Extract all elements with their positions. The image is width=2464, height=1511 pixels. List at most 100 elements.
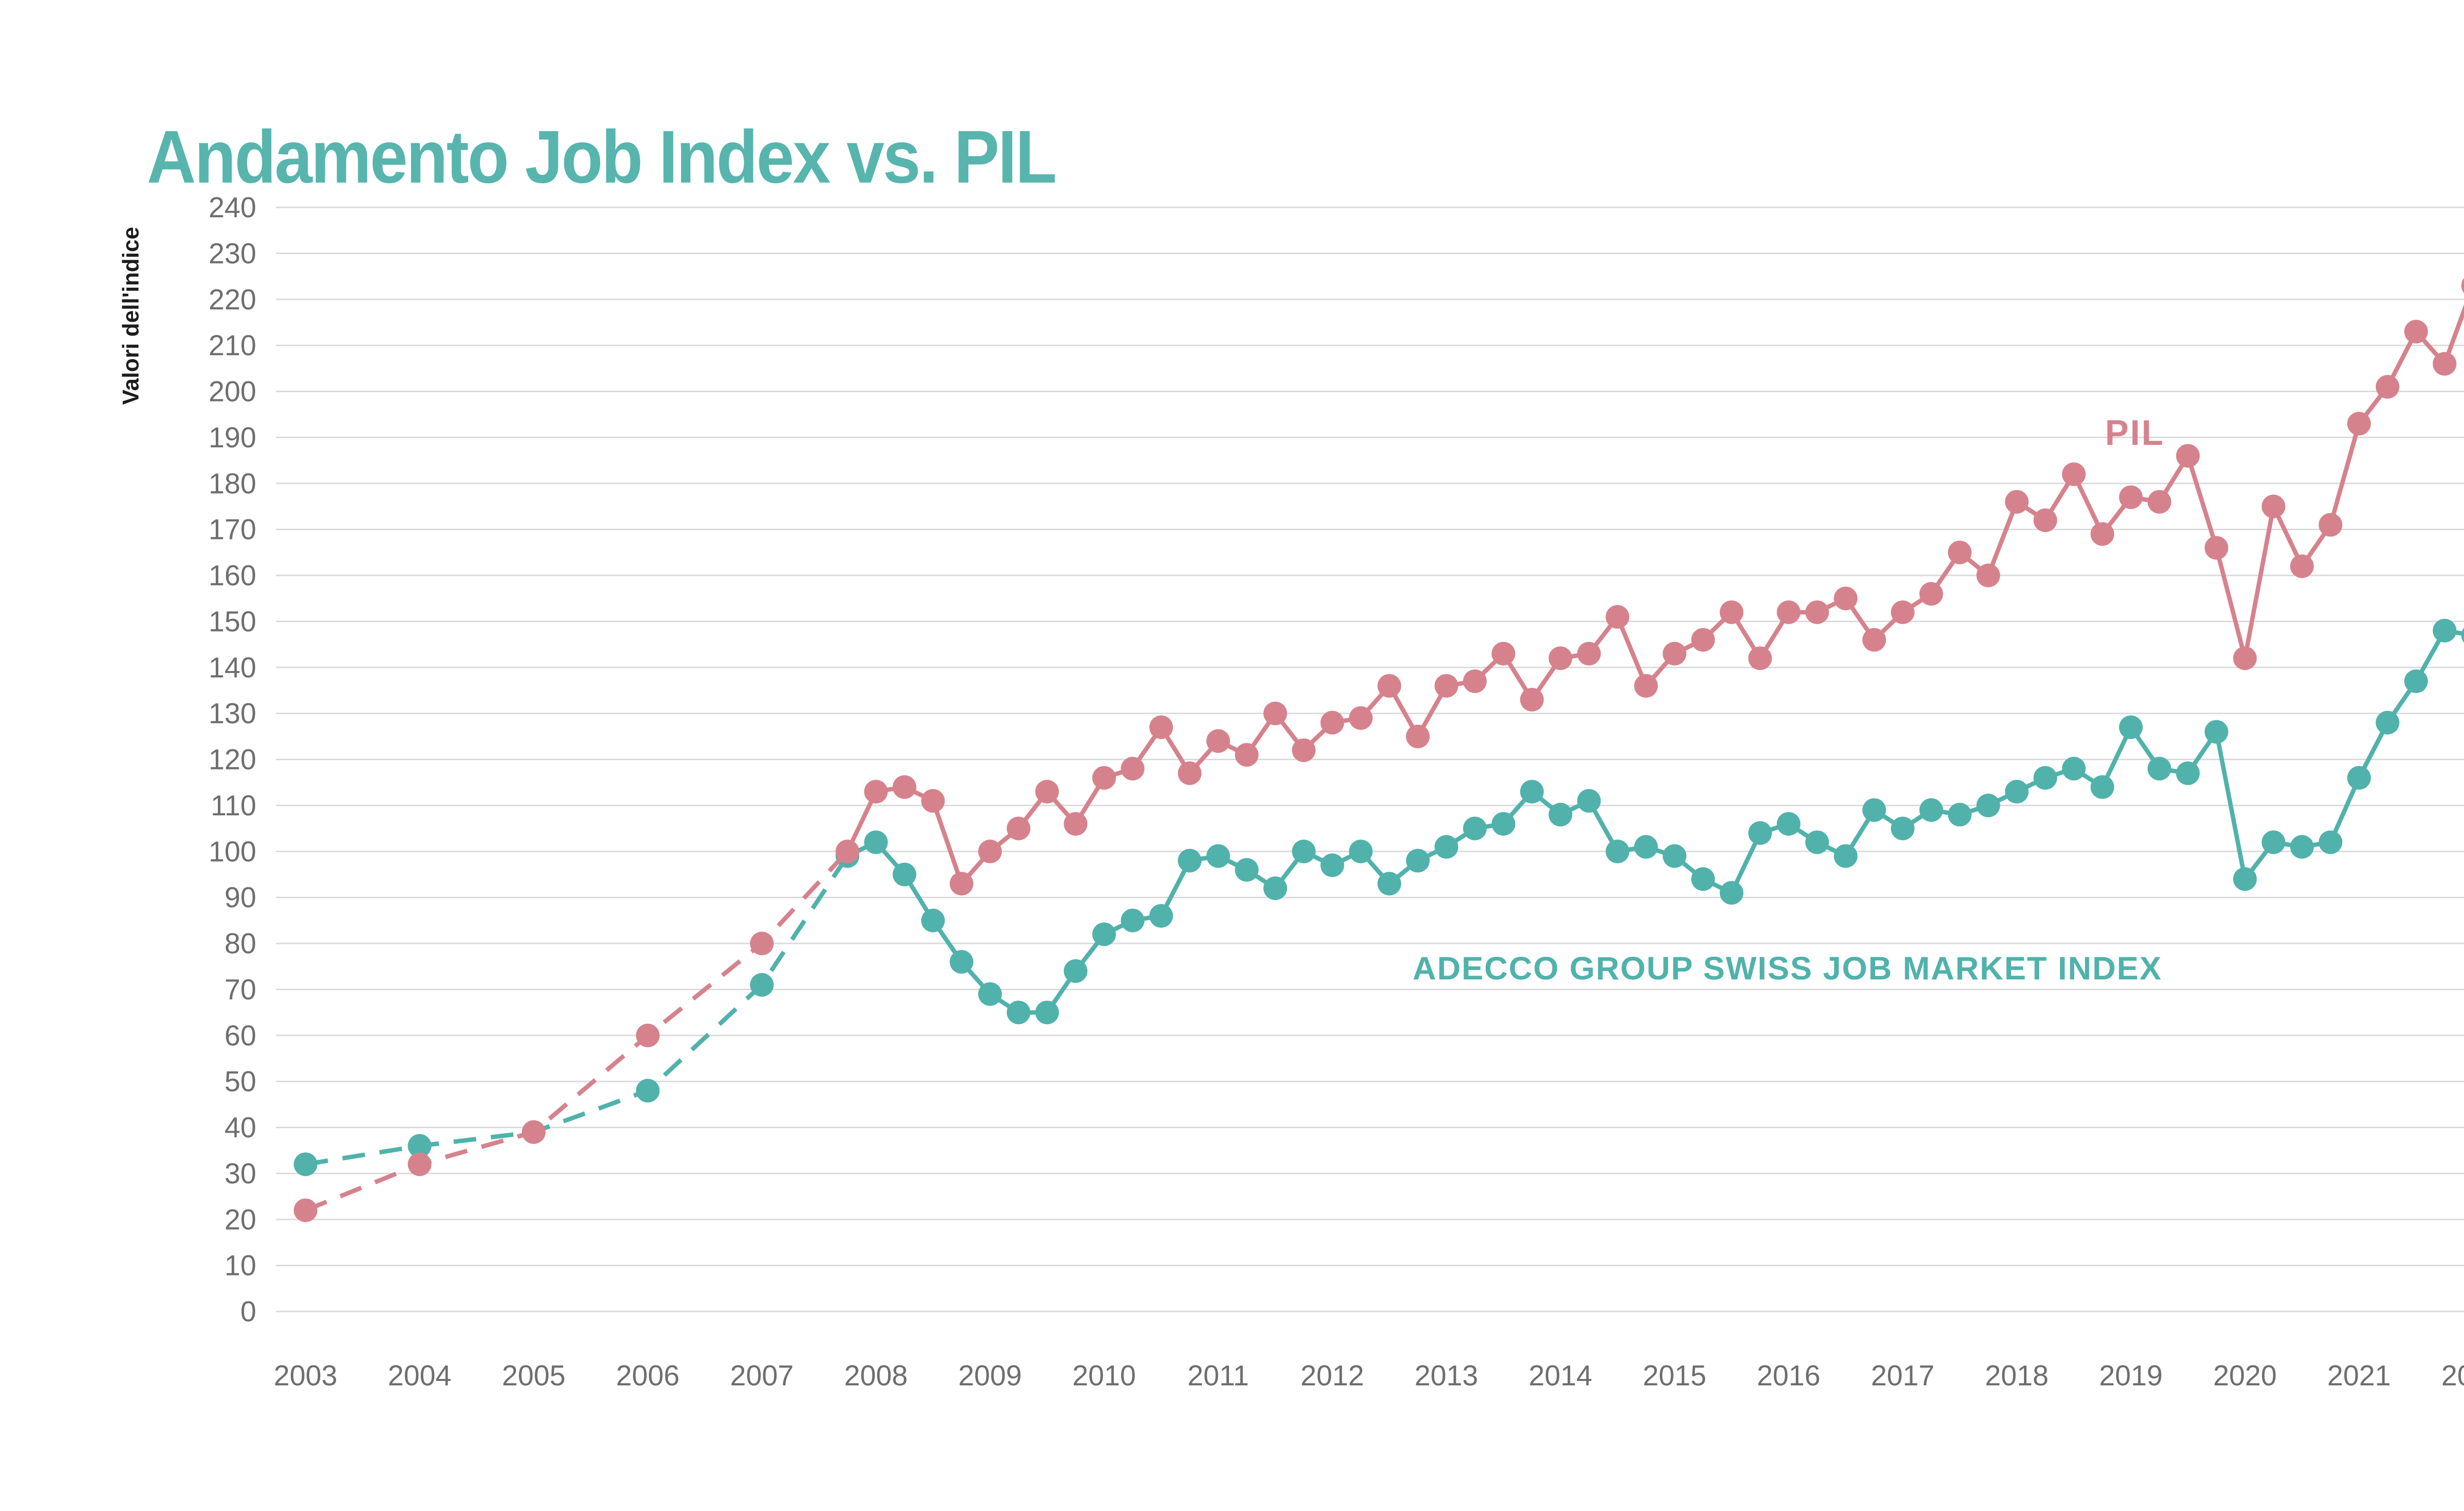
job-index-data-point	[1320, 853, 1344, 877]
pil-data-point	[2176, 444, 2200, 468]
pil-data-point	[1976, 564, 2000, 587]
job-index-data-point	[2033, 766, 2057, 790]
pil-data-point	[1063, 812, 1088, 836]
pil-data-point	[522, 1120, 546, 1144]
job-index-series-label: ADECCO GROUP SWISS JOB MARKET INDEX	[1413, 950, 2162, 986]
y-tick-label: 40	[224, 1112, 256, 1144]
x-tick-label: 2016	[1757, 1360, 1820, 1392]
pil-data-point	[1092, 766, 1116, 790]
pil-data-point	[892, 775, 917, 799]
job-index-data-point	[1606, 839, 1630, 864]
pil-data-point	[864, 779, 888, 804]
pil-data-point	[1834, 586, 1858, 610]
x-tick-label: 2010	[1072, 1360, 1136, 1392]
pil-series-label: PIL	[2105, 413, 2164, 453]
job-index-data-point	[1548, 803, 1573, 827]
job-index-data-point	[1206, 844, 1230, 868]
pil-data-point	[2261, 494, 2286, 518]
pil-data-point	[1435, 674, 1458, 698]
pil-data-point	[1320, 710, 1344, 735]
x-tick-label: 2020	[2213, 1360, 2277, 1392]
pil-data-point	[1862, 628, 1886, 652]
job-index-data-point	[1463, 816, 1487, 840]
y-tick-label: 150	[208, 605, 256, 638]
pil-data-point	[636, 1023, 660, 1047]
pil-data-point	[294, 1198, 317, 1222]
job-index-data-point	[892, 862, 917, 886]
y-tick-label: 110	[211, 790, 256, 822]
pil-data-point	[1719, 600, 1744, 624]
job-index-series: ADECCO GROUP SWISS JOB MARKET INDEX	[294, 619, 2464, 1176]
pil-data-point	[2147, 490, 2171, 514]
job-index-data-point	[2147, 757, 2171, 781]
job-index-data-point	[1121, 908, 1145, 933]
y-tick-label: 180	[208, 468, 256, 500]
y-tick-label: 90	[224, 882, 256, 914]
x-tick-label: 2008	[844, 1360, 908, 1392]
job-index-data-point	[1834, 844, 1858, 868]
job-index-data-point	[1491, 812, 1515, 836]
job-index-data-point	[1634, 835, 1658, 859]
x-tick-label: 2022	[2441, 1360, 2464, 1392]
pil-data-point	[1805, 600, 1829, 624]
job-index-data-point	[1719, 881, 1744, 905]
job-index-data-point	[1063, 959, 1088, 983]
pil-data-point	[1121, 757, 1145, 781]
pil-data-point	[2005, 490, 2029, 514]
x-tick-label: 2006	[616, 1360, 680, 1392]
y-tick-label: 210	[208, 330, 256, 362]
pil-data-point	[1035, 779, 1059, 804]
job-index-data-point	[1092, 922, 1116, 946]
job-index-data-point	[2204, 720, 2228, 744]
job-index-data-point	[2319, 830, 2343, 854]
y-tick-label: 100	[208, 836, 256, 868]
job-index-data-point	[1777, 812, 1801, 836]
pil-data-point	[1520, 688, 1544, 712]
job-index-data-point	[1948, 803, 1972, 827]
job-index-data-point	[1891, 816, 1915, 840]
job-index-data-point	[2432, 619, 2457, 643]
job-index-data-point	[1805, 830, 1829, 854]
job-index-data-point	[978, 982, 1002, 1006]
y-tick-label: 130	[208, 698, 256, 730]
job-index-data-point	[1691, 867, 1715, 891]
pil-data-point	[750, 932, 774, 955]
job-index-data-point	[636, 1078, 660, 1103]
pil-data-point	[408, 1152, 432, 1176]
job-index-data-point	[1349, 839, 1373, 864]
pil-data-point	[1919, 582, 1943, 606]
pil-data-point	[1491, 641, 1515, 666]
job-index-data-point	[921, 908, 945, 933]
y-tick-label: 80	[224, 928, 256, 960]
y-tick-label: 30	[224, 1158, 256, 1190]
pil-data-point	[1748, 646, 1772, 671]
y-tick-label: 170	[208, 514, 256, 546]
y-tick-label: 60	[224, 1020, 256, 1052]
y-tick-label: 190	[208, 422, 256, 454]
pil-data-point	[1548, 646, 1573, 671]
y-tick-label: 120	[208, 744, 256, 776]
job-index-data-point	[2119, 715, 2143, 739]
pil-data-point	[2404, 320, 2428, 344]
pil-data-point	[1577, 641, 1601, 666]
y-tick-label: 160	[208, 560, 256, 592]
job-index-points	[294, 619, 2464, 1176]
pil-data-point	[1691, 628, 1715, 652]
x-tick-label: 2014	[1529, 1360, 1592, 1392]
pil-data-point	[2347, 411, 2371, 436]
x-tick-label: 2018	[1985, 1360, 2049, 1392]
job-index-data-point	[2090, 775, 2115, 799]
pil-data-point	[2319, 513, 2343, 537]
job-index-data-point	[1263, 876, 1287, 900]
pil-data-point	[1292, 738, 1316, 762]
pil-data-point	[1406, 724, 1430, 748]
job-index-data-point	[1577, 789, 1601, 813]
pil-data-point	[1006, 816, 1030, 840]
job-index-data-point	[1663, 844, 1686, 868]
job-index-data-point	[294, 1152, 317, 1176]
pil-data-point	[1263, 702, 1287, 726]
x-tick-label: 2011	[1188, 1360, 1249, 1392]
pil-data-point	[2432, 352, 2457, 376]
pil-data-point	[1377, 674, 1402, 698]
x-tick-label: 2009	[958, 1360, 1022, 1392]
